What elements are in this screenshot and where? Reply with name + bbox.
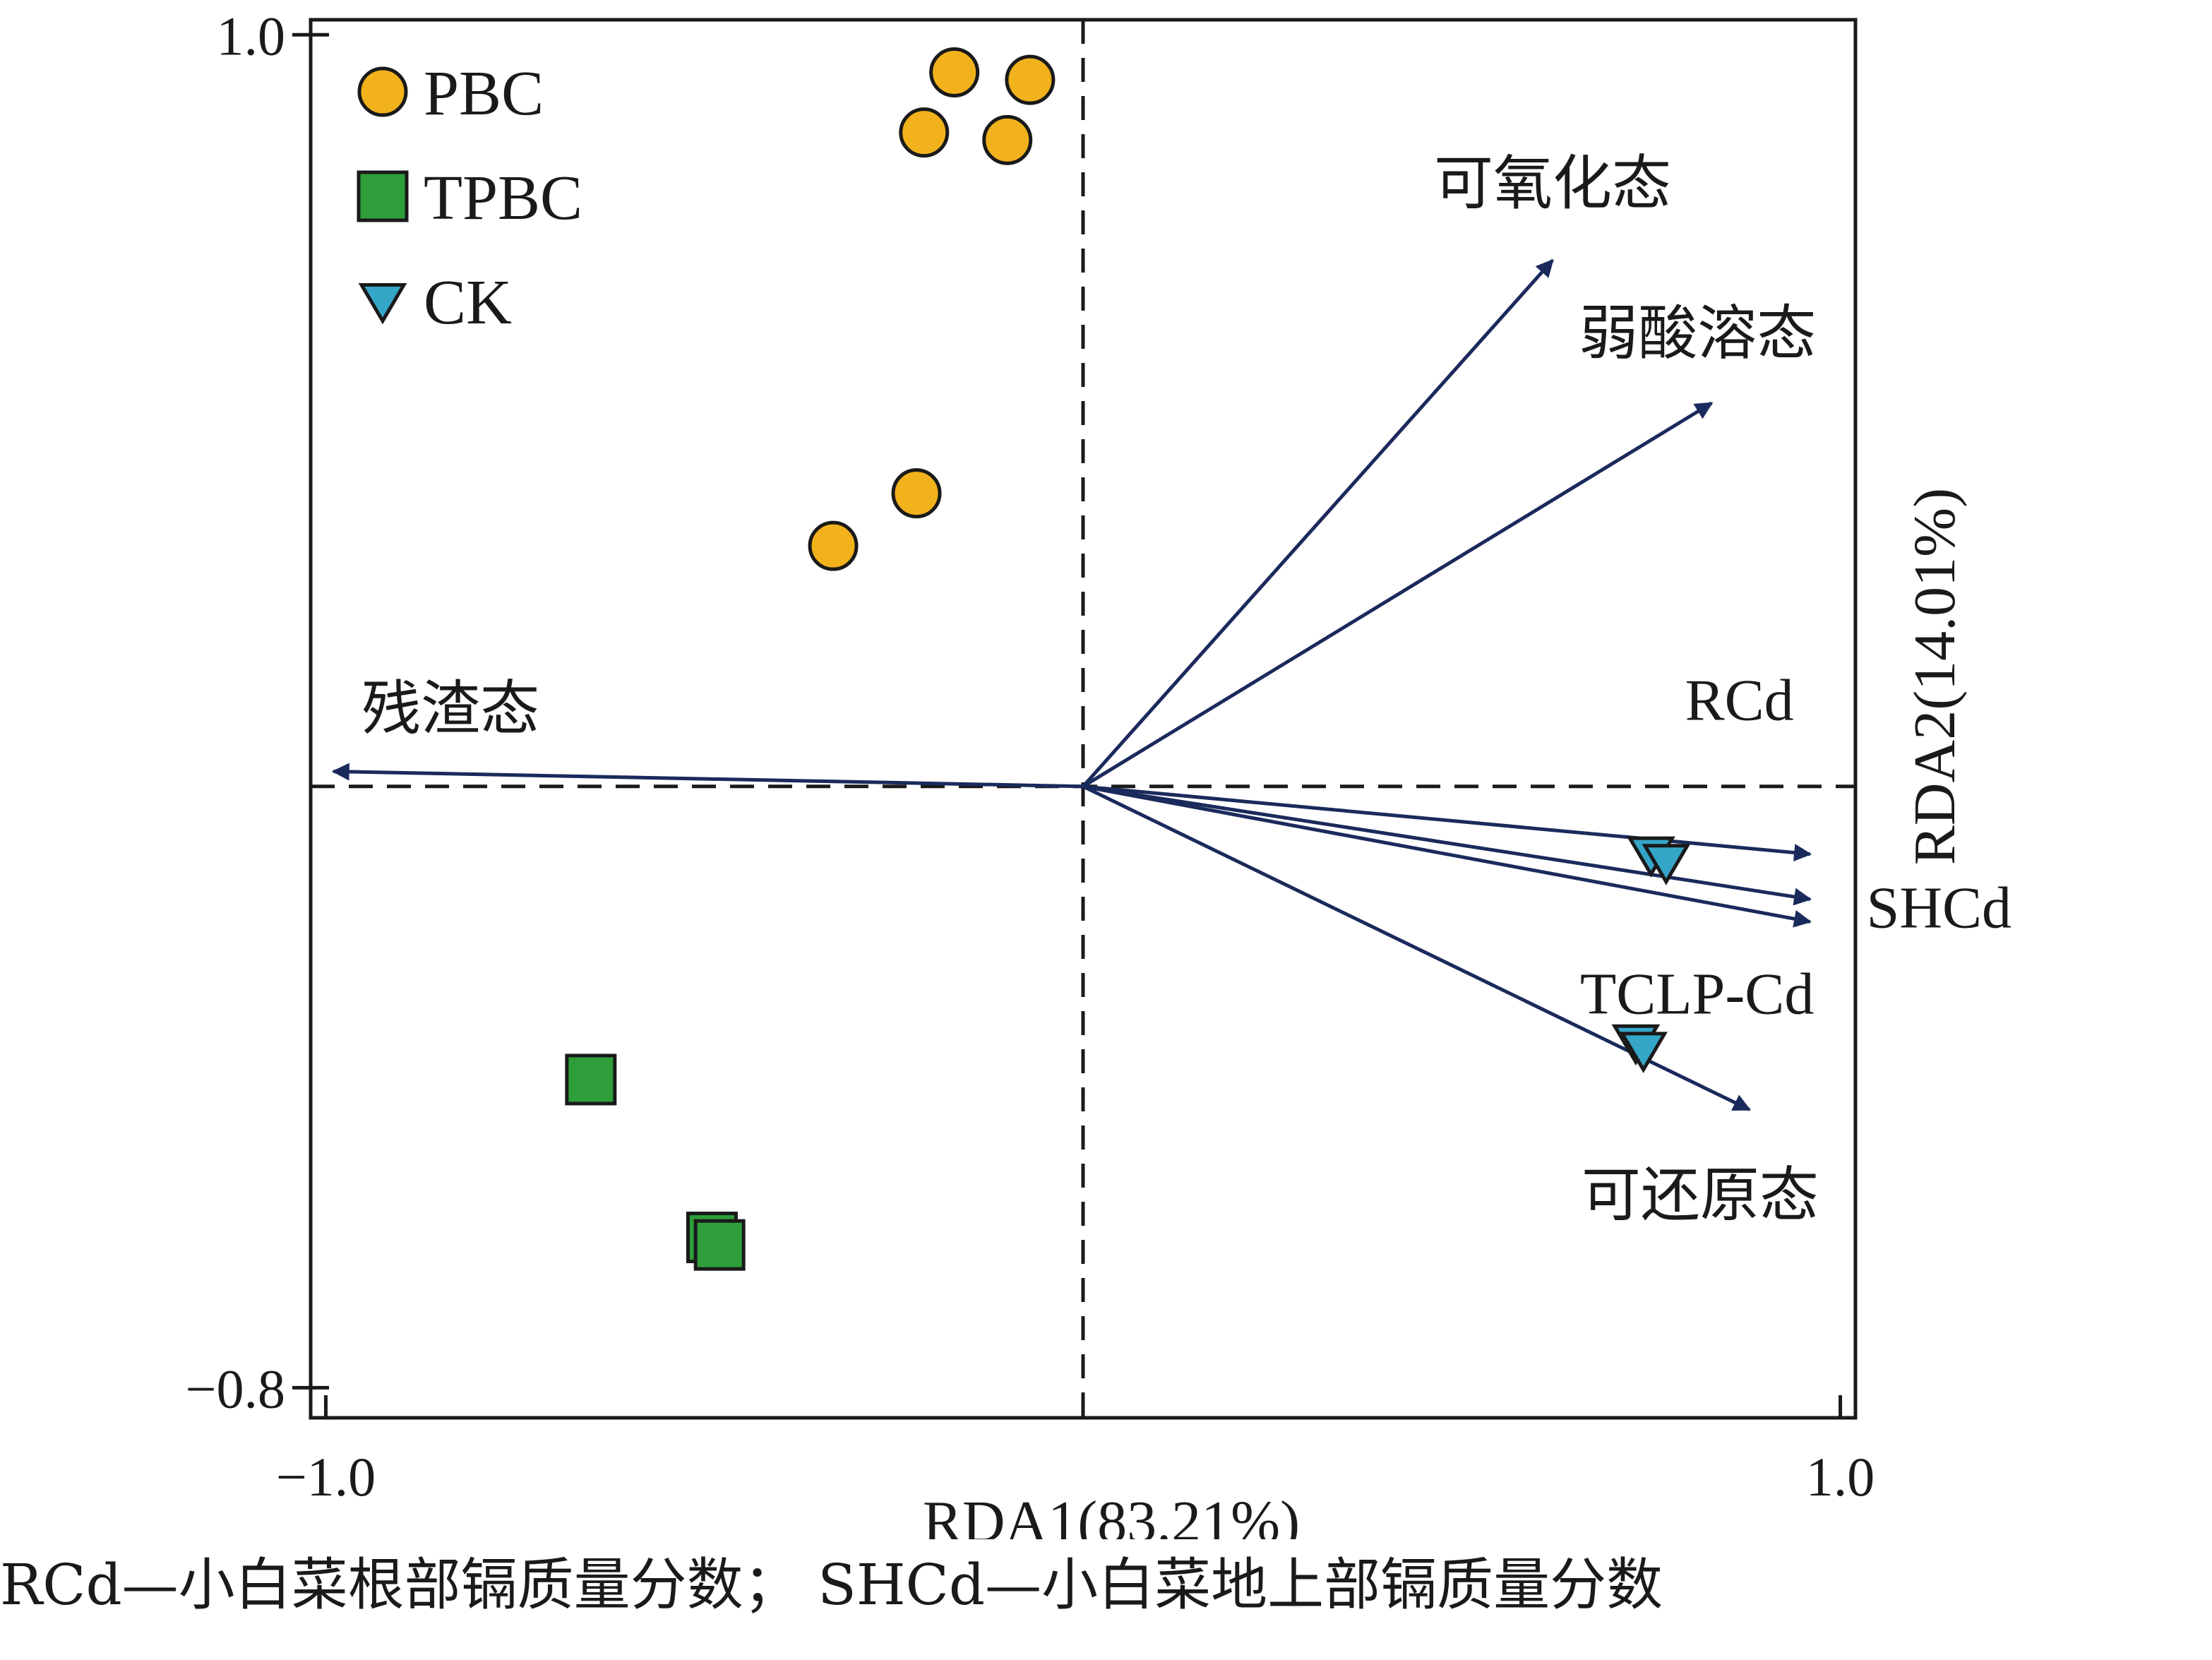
legend: PBC TPBC CK [357,59,582,338]
data-point-ck [1619,1032,1668,1073]
vector-label: 可还原态 [1582,1164,1819,1229]
data-point-tpbc [693,1219,746,1271]
vector-label: SHCd [1867,875,2011,941]
data-point-pbc [982,114,1033,165]
x-axis-title: RDA1(83.21%) [923,1489,1300,1539]
vector-label: RCd [1685,668,1794,734]
vector-arrow [331,763,1084,789]
x-tick-label: 1.0 [1806,1446,1875,1507]
data-point-pbc [929,47,980,98]
vector-label: 残渣态 [361,677,539,743]
y-tick-label: −0.8 [186,1358,286,1419]
legend-marker-ck [358,283,407,325]
data-point-ck [1642,844,1691,885]
sample-points [565,47,1691,1271]
legend-label-ck: CK [424,268,512,338]
legend-marker-pbc [357,66,408,117]
data-point-pbc [891,468,942,519]
data-point-pbc [1005,54,1056,105]
x-tick-label: −1.0 [276,1446,376,1507]
y-tick-label: 1.0 [217,5,286,66]
vector-arrow [1082,784,1812,928]
vector-arrow [1082,784,1812,861]
y-axis-title: RDA2(14.01%) [1902,488,1968,865]
data-point-pbc [808,520,859,571]
axis-ticks: −1.0 1.0 1.0 −0.8 [186,5,1875,1507]
figure-caption: RCd—小白菜根部镉质量分数； SHCd—小白菜地上部镉质量分数 [0,1552,1663,1618]
vector-arrow [1082,784,1812,906]
axis-titles: RDA1(83.21%) RDA2(14.01%) [923,488,1968,1539]
vector-arrow [1082,258,1554,788]
legend-label-tpbc: TPBC [424,163,582,233]
data-point-tpbc [565,1053,617,1106]
data-point-pbc [899,107,950,158]
vector-label: TCLP-Cd [1580,961,1814,1027]
legend-label-pbc: PBC [424,59,544,129]
vector-label: 弱酸溶态 [1579,301,1816,367]
legend-marker-tpbc [357,170,409,222]
vector-label: 可氧化态 [1434,152,1671,217]
vector-arrow [1082,401,1714,788]
